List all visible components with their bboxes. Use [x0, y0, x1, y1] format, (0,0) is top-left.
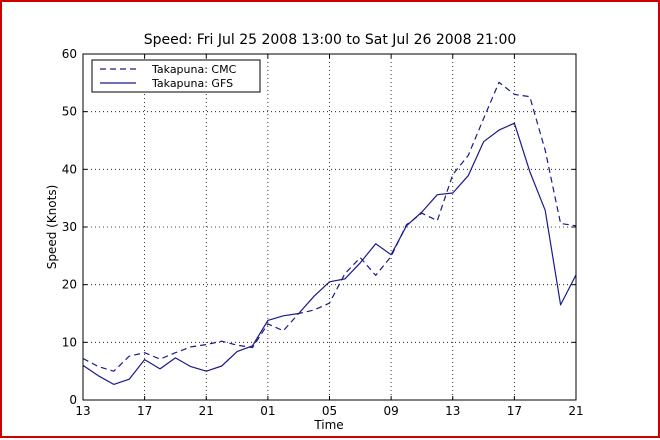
legend-cmc-label: Takapuna: CMC [151, 63, 237, 76]
y-tick-label: 60 [62, 47, 77, 61]
y-tick-label: 30 [62, 220, 77, 234]
legend-box [91, 59, 261, 93]
y-axis-label: Speed (Knots) [45, 185, 59, 270]
y-tick-label: 20 [62, 278, 77, 292]
y-tick-label: 0 [69, 393, 77, 407]
x-tick-label: 17 [137, 404, 152, 418]
series-line-cmc [82, 81, 577, 372]
y-tick-label: 50 [62, 105, 77, 119]
legend: Takapuna: CMC Takapuna: GFS [91, 59, 261, 93]
x-tick-label: 17 [507, 404, 522, 418]
y-tick-label: 40 [62, 162, 77, 176]
x-axis-label: Time [313, 418, 343, 432]
y-tick-label: 10 [62, 335, 77, 349]
x-tick-label: 21 [199, 404, 214, 418]
x-tick-label: 13 [445, 404, 460, 418]
x-tick-label: 13 [75, 404, 90, 418]
grid [83, 54, 576, 400]
legend-gfs-label: Takapuna: GFS [151, 77, 233, 90]
axes: 0 10 20 30 40 50 60 13 17 21 01 05 09 13 17 21 [62, 47, 584, 418]
x-tick-label: 09 [383, 404, 398, 418]
x-tick-label: 21 [568, 404, 583, 418]
series-line-gfs [82, 122, 577, 385]
chart-title: Speed: Fri Jul 25 2008 13:00 to Sat Jul … [144, 32, 517, 48]
x-tick-label: 05 [322, 404, 337, 418]
x-tick-label: 01 [260, 404, 275, 418]
series-group [82, 81, 577, 385]
